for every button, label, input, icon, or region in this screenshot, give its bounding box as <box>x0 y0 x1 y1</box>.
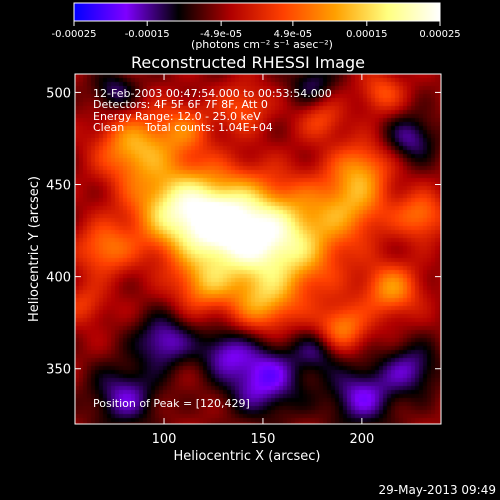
y-tick-label: 400 <box>46 271 71 286</box>
colorbar-tick-label: 0.00015 <box>346 29 387 40</box>
colorbar-bar <box>73 2 441 22</box>
energy-range-text: Energy Range: 12.0 - 25.0 keV <box>93 110 261 123</box>
colorbar-tick-label: -0.00015 <box>125 29 170 40</box>
footer-timestamp: 29-May-2013 09:49 <box>379 483 496 497</box>
heatmap-image <box>75 74 441 424</box>
total-counts-text: Total counts: 1.04E+04 <box>144 121 273 134</box>
detectors-text: Detectors: 4F 5F 6F 7F 8F, Att 0 <box>93 98 268 111</box>
x-tick-label: 200 <box>349 432 374 447</box>
y-tick-label: 450 <box>46 179 71 194</box>
plot-area: 100 150 200 350 400 450 500 <box>46 73 442 447</box>
time-range-text: 12-Feb-2003 00:47:54.000 to 00:53:54.000 <box>93 87 332 100</box>
x-tick-label: 100 <box>152 432 177 447</box>
x-tick-label: 150 <box>251 432 276 447</box>
annotations: 12-Feb-2003 00:47:54.000 to 00:53:54.000… <box>93 87 332 410</box>
colorbar: -0.00025 -0.00015 -4.9e-05 4.9e-05 0.00015 0.… <box>52 2 461 51</box>
colorbar-tick-label: 0.00025 <box>419 29 460 40</box>
method-text: Clean <box>93 121 124 134</box>
y-axis-label: Heliocentric Y (arcsec) <box>27 176 42 322</box>
colorbar-tick-label: 4.9e-05 <box>274 29 312 40</box>
plot-frame <box>74 73 442 425</box>
y-tick-label: 350 <box>46 363 71 378</box>
y-tick-label: 500 <box>46 86 71 101</box>
colorbar-tick-label: -0.00025 <box>52 29 97 40</box>
peak-position-text: Position of Peak = [120,429] <box>93 397 250 410</box>
x-axis-label: Heliocentric X (arcsec) <box>174 449 321 464</box>
chart-title: Reconstructed RHESSI Image <box>131 53 365 72</box>
colorbar-units-label: (photons cm⁻² s⁻¹ asec⁻²) <box>191 38 333 51</box>
colorbar-tick-label: -4.9e-05 <box>200 29 242 40</box>
